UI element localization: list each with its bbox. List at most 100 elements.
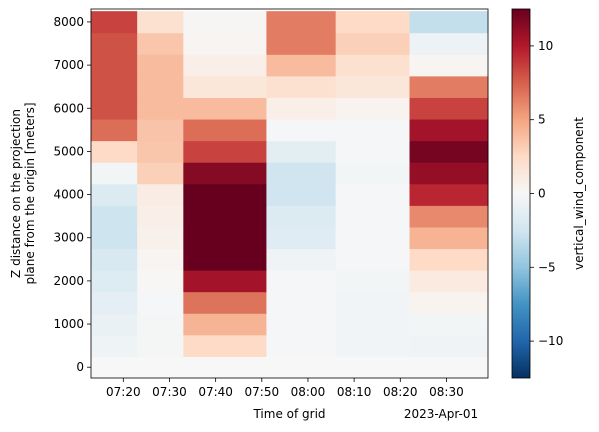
- colorbar: 10 5 0 −5 −10 vertical_wind_component: [511, 8, 586, 379]
- colorbar-tick-group: 10 5 0 −5 −10: [530, 39, 563, 348]
- y-tick-group: 0 1000 2000 3000 4000 5000 6000 7000 8000: [53, 15, 91, 374]
- heatmap-cell: [266, 32, 337, 55]
- heatmap-cell-nodata: [91, 356, 488, 378]
- heatmap-cell: [137, 11, 184, 34]
- heatmap-cell: [183, 119, 267, 142]
- heatmap-cell: [335, 97, 411, 120]
- heatmap-cell: [335, 270, 411, 293]
- heatmap-cell: [409, 11, 489, 34]
- heatmap-cell: [409, 313, 489, 336]
- heatmap-cell: [137, 183, 184, 206]
- heatmap-cell: [183, 140, 267, 163]
- heatmap-cell: [183, 97, 267, 120]
- heatmap-cell: [91, 205, 138, 228]
- heatmap-cell: [183, 270, 267, 293]
- heatmap-cell: [137, 54, 184, 77]
- heatmap-cell: [91, 97, 138, 120]
- y-axis: 0 1000 2000 3000 4000 5000 6000 7000 8000 Z dist…: [9, 15, 91, 374]
- heatmap-cell: [409, 32, 489, 55]
- colorbar-tick-label: 5: [538, 113, 546, 127]
- x-tick-label: 08:10: [337, 385, 372, 399]
- colorbar-bar: [511, 8, 531, 379]
- x-tick-group: 07:20 07:30 07:40 07:50 08:00 08:10 08:20 08:30: [106, 378, 464, 399]
- heatmap-cell: [266, 270, 337, 293]
- heatmap-cell: [335, 248, 411, 271]
- x-tick-label: 07:40: [198, 385, 233, 399]
- heatmap-cell: [137, 270, 184, 293]
- heatmap-cell: [183, 334, 267, 357]
- heatmap-cell: [335, 54, 411, 77]
- x-tick-label: 07:30: [152, 385, 187, 399]
- heatmap-cell: [137, 334, 184, 357]
- x-axis-offset-label: 2023-Apr-01: [404, 407, 478, 421]
- heatmap-cell: [266, 119, 337, 142]
- heatmap-cell: [266, 183, 337, 206]
- y-tick-label: 4000: [53, 188, 84, 202]
- y-tick-label: 3000: [53, 231, 84, 245]
- heatmap-cell: [266, 97, 337, 120]
- heatmap-cell: [266, 248, 337, 271]
- x-tick-label: 07:20: [106, 385, 141, 399]
- x-tick-label: 08:20: [383, 385, 418, 399]
- plot-area: [90, 8, 489, 379]
- heatmap-cell: [137, 291, 184, 314]
- heatmap-cell: [335, 183, 411, 206]
- heatmap-cell: [266, 162, 337, 185]
- heatmap-cell: [335, 162, 411, 185]
- colorbar-tick-label: 0: [538, 187, 546, 201]
- heatmap-cell: [137, 32, 184, 55]
- heatmap-cell: [409, 162, 489, 185]
- x-axis-label: Time of grid: [252, 407, 325, 421]
- heatmap-cell: [137, 226, 184, 250]
- x-axis: 07:20 07:30 07:40 07:50 08:00 08:10 08:20 08:30…: [106, 378, 478, 421]
- y-tick-label: 8000: [53, 15, 84, 29]
- heatmap-cell: [137, 205, 184, 228]
- y-tick-label: 6000: [53, 101, 84, 115]
- heatmap-cell: [183, 11, 267, 34]
- heatmap-cell: [183, 291, 267, 314]
- heatmap-cell: [91, 11, 138, 34]
- heatmap-cell: [137, 119, 184, 142]
- heatmap-cell: [266, 313, 337, 336]
- heatmap-cell: [409, 54, 489, 77]
- heatmap-cell: [91, 162, 138, 185]
- heatmap-cell: [91, 291, 138, 314]
- heatmap-cell: [91, 119, 138, 142]
- heatmap-cell: [335, 32, 411, 55]
- y-tick-label: 0: [76, 360, 84, 374]
- heatmap-cell: [183, 313, 267, 336]
- heatmap-cell: [183, 205, 267, 228]
- heatmap-cell: [335, 226, 411, 250]
- heatmap-cell: [183, 75, 267, 98]
- heatmap-cell: [91, 183, 138, 206]
- heatmap-cell: [266, 291, 337, 314]
- y-tick-label: 1000: [53, 317, 84, 331]
- colorbar-tick-label: −10: [538, 334, 563, 348]
- heatmap-cell: [266, 54, 337, 77]
- heatmap-cell: [91, 75, 138, 98]
- heatmap-cell: [183, 32, 267, 55]
- heatmap-cell: [409, 205, 489, 228]
- y-axis-label-line2: plane from the origin [meters]: [23, 102, 37, 284]
- heatmap-cell: [335, 11, 411, 34]
- heatmap-cell: [91, 54, 138, 77]
- heatmap-cell: [409, 334, 489, 357]
- heatmap-cell: [335, 313, 411, 336]
- heatmap-cell: [335, 205, 411, 228]
- heatmap-cell: [137, 248, 184, 271]
- heatmap-cell: [137, 313, 184, 336]
- x-tick-label: 07:50: [245, 385, 280, 399]
- heatmap-cell: [409, 291, 489, 314]
- x-tick-label: 08:00: [291, 385, 326, 399]
- heatmap-cell: [183, 248, 267, 271]
- colorbar-tick-label: 10: [538, 39, 553, 53]
- y-axis-label-line1: Z distance on the projection: [9, 109, 23, 278]
- heatmap-cell: [183, 183, 267, 206]
- heatmap-cell: [137, 140, 184, 163]
- y-tick-label: 5000: [53, 144, 84, 158]
- heatmap-cell: [335, 291, 411, 314]
- heatmap-cell: [91, 32, 138, 55]
- heatmap-cell: [335, 75, 411, 98]
- heatmap-cell: [409, 248, 489, 271]
- heatmap-cell: [266, 75, 337, 98]
